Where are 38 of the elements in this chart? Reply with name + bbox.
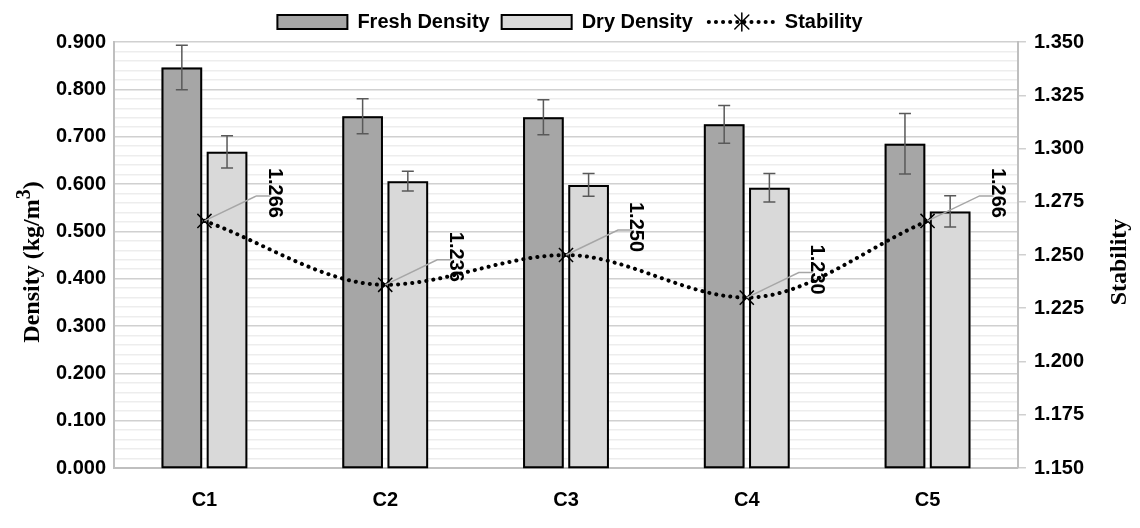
point [377,277,394,293]
data-label: 1.236 [445,231,468,282]
x-tick-label: C1 [191,487,218,510]
y-tick-label: 0.800 [55,76,107,99]
y2-tick-label: 1.225 [1033,295,1085,318]
y2-tick-label: 1.275 [1033,189,1085,212]
y-tick-label: 0.900 [55,29,107,52]
data-label: 1.266 [988,167,1011,218]
data-label: 1.250 [626,202,649,253]
x-tick-label: C2 [372,487,399,510]
y2-axis-title: Stability [1104,218,1132,306]
point [558,247,574,263]
y-tick-label: 0.500 [55,218,107,241]
point [738,289,755,306]
y-tick-label: 0.200 [55,360,107,383]
y2-tick-label: 1.300 [1033,136,1085,159]
point [196,213,213,229]
y2-tick-label: 1.350 [1033,29,1085,52]
legend-label: Stability [784,9,864,32]
y-tick-label: 0.300 [55,313,107,336]
y-tick-label: 0.700 [55,124,107,147]
y-tick-label: 0.000 [55,455,107,478]
y2-tick-label: 1.325 [1033,82,1085,105]
y2-tick-label: 1.150 [1033,455,1085,478]
y2-tick-label: 1.175 [1033,402,1085,425]
y-tick-label: 0.100 [55,408,107,431]
legend-label: Fresh Density [357,9,491,32]
data-label: 1.266 [264,167,287,218]
point [919,213,936,229]
x-tick-label: C3 [553,487,579,510]
y-tick-label: 0.600 [55,171,107,194]
legend-label: Dry Density [581,9,694,32]
data-label: 1.230 [807,244,830,295]
y-tick-label: 0.400 [55,266,107,289]
x-tick-label: C4 [733,487,761,510]
x-tick-label: C5 [914,487,941,510]
y2-tick-label: 1.250 [1033,242,1085,265]
y2-tick-label: 1.200 [1033,349,1085,372]
